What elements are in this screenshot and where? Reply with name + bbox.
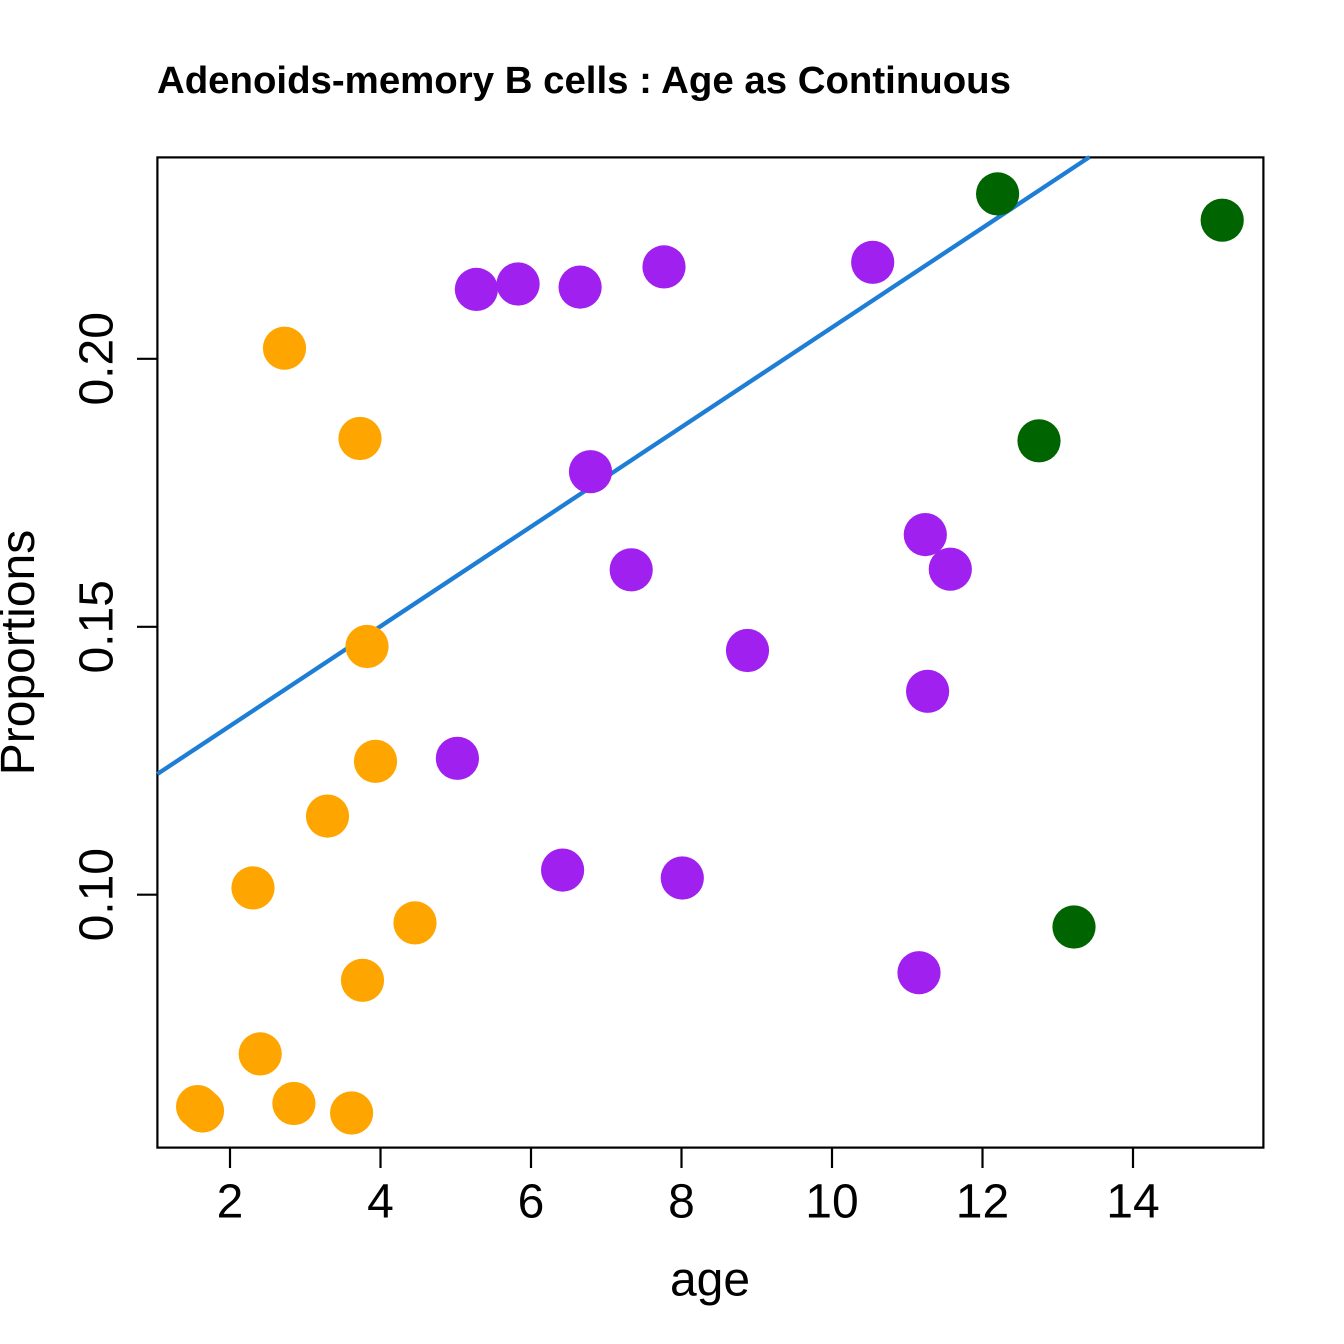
svg-text:6: 6 <box>518 1176 545 1229</box>
svg-text:12: 12 <box>956 1176 1009 1229</box>
svg-text:14: 14 <box>1106 1176 1159 1229</box>
svg-text:2: 2 <box>217 1176 244 1229</box>
svg-text:0.10: 0.10 <box>71 848 124 941</box>
svg-text:4: 4 <box>367 1176 394 1229</box>
svg-text:10: 10 <box>805 1176 858 1229</box>
svg-text:8: 8 <box>668 1176 695 1229</box>
svg-text:Adenoids-memory B cells : Age: Adenoids-memory B cells : Age as Continu… <box>157 59 1011 102</box>
svg-text:0.15: 0.15 <box>71 580 124 673</box>
svg-text:age: age <box>670 1254 750 1307</box>
svg-text:Proportions: Proportions <box>0 530 45 775</box>
svg-text:0.20: 0.20 <box>71 312 124 405</box>
